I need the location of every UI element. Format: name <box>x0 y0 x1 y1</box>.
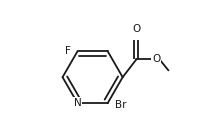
Text: Br: Br <box>115 100 127 110</box>
Text: O: O <box>132 24 140 34</box>
Text: N: N <box>74 98 82 108</box>
Text: F: F <box>65 46 71 56</box>
Text: O: O <box>152 54 160 64</box>
